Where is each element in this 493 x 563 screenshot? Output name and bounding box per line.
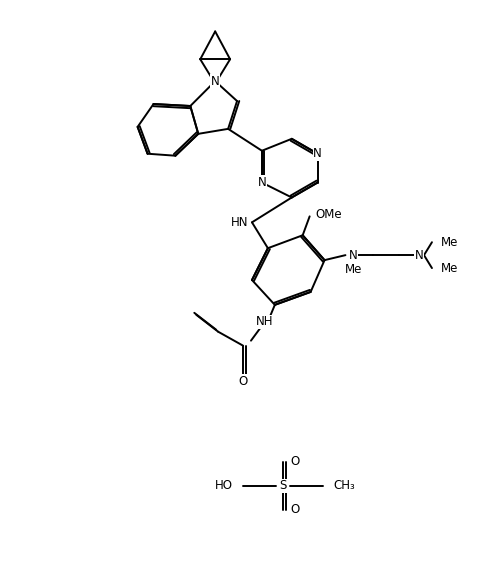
Text: Me: Me [441,236,458,249]
Text: Me: Me [345,262,362,275]
Text: S: S [279,479,286,492]
Text: OMe: OMe [316,208,342,221]
Text: N: N [349,249,358,262]
Text: N: N [415,249,423,262]
Text: HN: HN [231,216,248,229]
Text: CH₃: CH₃ [333,479,355,492]
Text: O: O [239,375,247,388]
Text: O: O [291,503,300,516]
Text: NH: NH [256,315,274,328]
Text: N: N [211,75,219,88]
Text: N: N [257,176,266,189]
Text: Me: Me [441,262,458,275]
Text: O: O [291,455,300,468]
Text: HO: HO [215,479,233,492]
Text: N: N [313,147,322,160]
